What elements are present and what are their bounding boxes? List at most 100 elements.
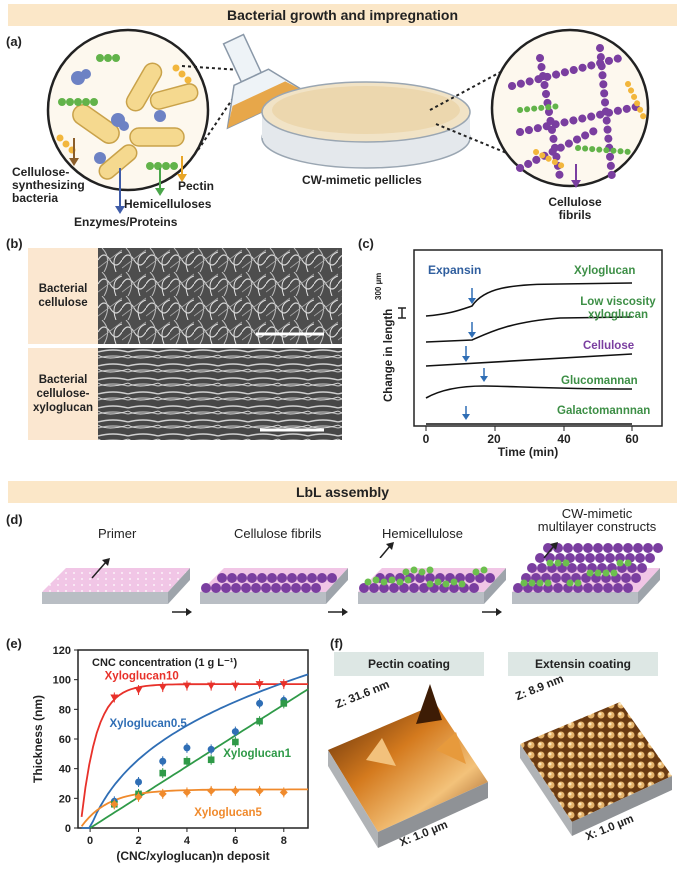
- afm-pectin-surface: [328, 684, 488, 848]
- data-point-xyloglucan1: [280, 700, 288, 707]
- curve-cellulose: [425, 353, 633, 367]
- label-pellicles: CW-mimetic pellicles: [302, 173, 422, 187]
- enzyme-blobs: [71, 69, 166, 164]
- label-curve-glucomannan: Glucomannan: [561, 375, 638, 387]
- sem-image-bacterial-cellulose: [98, 248, 342, 344]
- y-tick-label: 120: [53, 645, 71, 657]
- curve-low-viscosity-xyloglucan: [425, 316, 633, 343]
- curve-glucomannan: [425, 385, 633, 399]
- data-point-xyloglucan10: [182, 682, 191, 690]
- data-point-xyloglucan10: [231, 682, 240, 690]
- data-point-xyloglucan1: [232, 738, 239, 746]
- series-label-xyloglucan5: Xyloglucan5: [194, 807, 262, 819]
- series-label-xyloglucan1: Xyloglucan1: [223, 748, 291, 760]
- data-point-xyloglucan10: [207, 682, 216, 690]
- hemicellulose-chains: [58, 54, 178, 170]
- thickness-chart: 0 20 40 60 80 100 120 0 2 4 6 8 CNC concentration …: [31, 645, 309, 863]
- x-tick-label: 8: [281, 835, 287, 847]
- section-banner-bacterial: Bacterial growth and impregnation: [8, 4, 677, 26]
- label-multilayer-constructs: CW-mimetic multilayer constructs: [537, 506, 657, 534]
- label-curve-cellulose: Cellulose: [583, 340, 635, 352]
- data-point-xyloglucan0-5: [256, 699, 264, 707]
- x-tick-label: 0: [87, 835, 93, 847]
- panel-d-layer-steps: [42, 543, 663, 616]
- label-primer: Primer: [98, 526, 137, 541]
- cellulose-fibril-network: [508, 44, 644, 182]
- tick-c-20: 20: [487, 432, 501, 446]
- petri-dish-icon: [261, 81, 471, 169]
- data-point-xyloglucan1: [183, 757, 191, 765]
- curve-xyloglucan: [425, 282, 633, 317]
- label-expansin: Expansin: [428, 263, 482, 277]
- label-change-in-length: Change in length: [383, 308, 395, 402]
- label-cellulose-fibrils: Cellulose fibrils: [548, 195, 602, 222]
- panel-label-b: (b): [6, 236, 23, 251]
- data-point-xyloglucan5: [231, 786, 240, 795]
- panel-label-d: (d): [6, 512, 23, 527]
- label-scale-300um: 300 µm: [374, 272, 383, 300]
- data-point-xyloglucan5: [110, 800, 119, 809]
- y-axis-label: Thickness (nm): [31, 695, 45, 783]
- afm-images: [328, 684, 672, 848]
- primer-substrate: [42, 568, 190, 604]
- data-point-xyloglucan5: [134, 792, 143, 801]
- section-banner-lbl: LbL assembly: [8, 481, 677, 503]
- tick-c-0: 0: [422, 432, 430, 446]
- fit-line-xyloglucan1: [89, 688, 309, 829]
- label-cellulose-fibrils-d: Cellulose fibrils: [234, 526, 322, 541]
- series-label-xyloglucan0-5: Xyloglucan0.5: [109, 718, 187, 730]
- panel-label-a: (a): [6, 34, 22, 49]
- hemicellulose-layer-substrate: [358, 566, 506, 604]
- x-tick-label: 2: [135, 835, 141, 847]
- data-point-xyloglucan0-5: [231, 728, 239, 736]
- data-point-xyloglucan10: [110, 694, 119, 702]
- afm-extensin-surface: [520, 702, 672, 836]
- fibril-side-chains: [517, 81, 647, 171]
- panel-c-extension-plot: [398, 249, 663, 431]
- series-label-xyloglucan10: Xyloglucan10: [105, 671, 179, 683]
- panel-label-f: (f): [330, 636, 343, 651]
- data-point-xyloglucan5: [158, 789, 167, 798]
- data-point-xyloglucan1: [207, 756, 215, 764]
- data-point-xyloglucan1: [159, 769, 167, 777]
- y-tick-label: 60: [59, 734, 71, 746]
- label-bacterial-cellulose: Bacterial cellulose: [28, 248, 98, 344]
- label-arrows: [69, 138, 581, 214]
- data-point-xyloglucan5: [182, 788, 191, 797]
- y-tick-label: 100: [53, 675, 71, 687]
- fit-line-xyloglucan5: [80, 788, 308, 827]
- label-bacteria: Cellulose- synthesizing bacteria: [12, 165, 85, 205]
- tick-c-40: 40: [557, 432, 571, 446]
- data-point-xyloglucan5: [279, 788, 288, 797]
- data-point-xyloglucan0-5: [159, 757, 167, 765]
- y-tick-label: 40: [59, 764, 71, 776]
- panel-label-c: (c): [358, 236, 374, 251]
- bacteria-rods: [72, 62, 199, 180]
- label-hemicellulose-d: Hemicellulose: [382, 526, 463, 541]
- label-extensin-coating: Extensin coating: [508, 652, 658, 676]
- data-point-xyloglucan10: [279, 681, 288, 689]
- x-axis-label: (CNC/xyloglucan)n deposit: [116, 849, 269, 863]
- sem-image-bacterial-cellulose-xyloglucan: [98, 348, 342, 440]
- data-point-xyloglucan1: [256, 717, 263, 725]
- cellulose-layer-substrate: [200, 568, 348, 604]
- y-tick-label: 80: [59, 704, 71, 716]
- multilayer-construct: [512, 543, 663, 604]
- fit-line-xyloglucan0-5: [81, 673, 309, 829]
- y-tick-label: 20: [59, 793, 71, 805]
- panel-a-illustration: [46, 28, 650, 214]
- panel-label-e: (e): [6, 636, 22, 651]
- data-point-xyloglucan0-5: [135, 778, 143, 786]
- label-curve-galactomannan: Galactomannnan: [557, 405, 651, 417]
- x-tick-label: 4: [184, 835, 191, 847]
- tick-c-60: 60: [625, 432, 639, 446]
- label-pectin: Pectin: [178, 179, 215, 193]
- data-point-xyloglucan10: [255, 681, 264, 689]
- data-point-xyloglucan0-5: [183, 744, 191, 752]
- panel-d-label-arrows: [379, 542, 558, 558]
- label-time-min: Time (min): [497, 445, 559, 459]
- label-bacterial-cellulose-xyloglucan: Bacterial cellulose- xyloglucan: [28, 348, 98, 440]
- expansin-arrows: [462, 288, 488, 420]
- label-pectin-coating: Pectin coating: [334, 652, 484, 676]
- chart-title: CNC concentration (1 g L⁻¹): [92, 657, 237, 669]
